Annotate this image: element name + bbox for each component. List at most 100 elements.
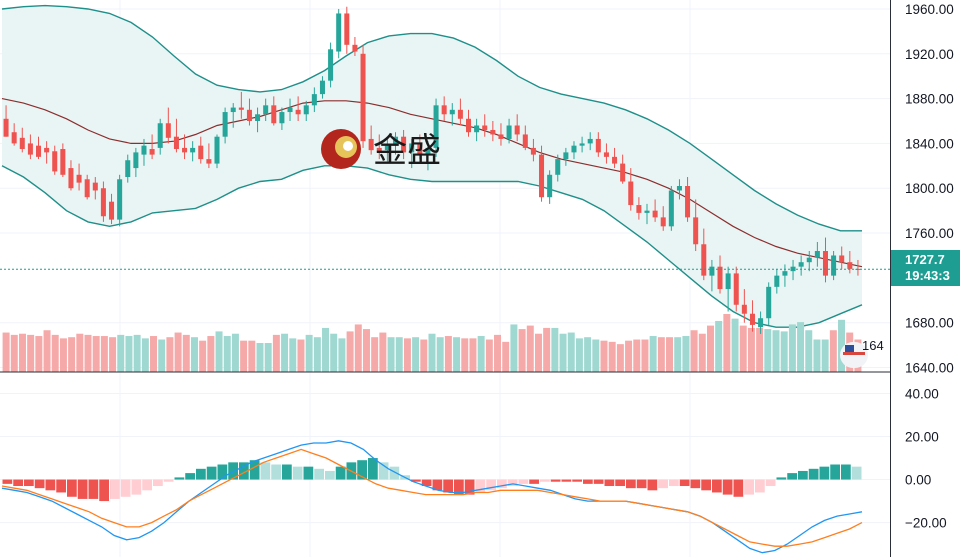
current-price-value: 1727.7 xyxy=(905,252,945,267)
volume-bar xyxy=(559,333,567,372)
macd-histogram-bar xyxy=(443,479,453,493)
volume-bar xyxy=(68,337,76,372)
macd-histogram-bar xyxy=(798,470,808,480)
macd-histogram-bar xyxy=(368,458,378,480)
candle-body xyxy=(417,143,423,155)
candle-body xyxy=(376,147,382,153)
macd-histogram-bar xyxy=(34,479,45,489)
price-axis[interactable]: 1960.00 1920.00 1880.00 1840.00 1800.00 1760.… xyxy=(905,2,954,376)
candle-body xyxy=(360,53,366,142)
candle-body xyxy=(319,80,325,95)
bollinger-middle-band xyxy=(1,98,863,268)
candle-body xyxy=(133,152,139,169)
macd-axis[interactable]: 40.00 20.00 0.00 −20.00 xyxy=(905,387,947,531)
candle-body xyxy=(125,160,131,178)
volume-bar xyxy=(469,338,477,372)
candle-body xyxy=(441,105,447,115)
volume-bar xyxy=(534,333,542,372)
volume-badge: 164 xyxy=(840,338,884,368)
macd-histogram-bar xyxy=(24,479,34,487)
candle-body xyxy=(547,174,553,198)
volume-bar xyxy=(698,333,706,372)
macd-histogram-bar xyxy=(841,464,851,480)
candle-body xyxy=(44,147,50,153)
candle-body xyxy=(287,107,293,113)
volume-bar xyxy=(215,331,223,372)
candle-body xyxy=(668,190,674,227)
candle-body xyxy=(814,250,820,258)
volume-bar xyxy=(674,337,682,372)
macd-histogram-bar xyxy=(378,462,389,480)
price-axis-label: 1880.00 xyxy=(905,92,954,107)
macd-histogram-bar xyxy=(647,479,658,491)
macd-histogram-bar xyxy=(303,466,314,480)
macd-histogram-bar xyxy=(260,462,271,480)
macd-histogram-bar xyxy=(239,462,249,480)
macd-axis-label: 0.00 xyxy=(905,473,931,488)
volume-bar xyxy=(109,337,117,372)
candle-body xyxy=(271,105,277,124)
candles xyxy=(3,6,861,334)
volume-bar xyxy=(166,337,174,372)
candle-body xyxy=(766,286,772,319)
volume-bar xyxy=(403,338,411,372)
volume-bar xyxy=(207,336,215,372)
macd-histogram-bar xyxy=(389,466,400,480)
candle-body xyxy=(822,250,829,276)
candle-body xyxy=(676,186,682,191)
volume-bar xyxy=(838,319,846,372)
candle-body xyxy=(433,105,439,148)
candle-body xyxy=(35,145,42,157)
macd-signal-line xyxy=(1,448,863,547)
volume-bar xyxy=(739,325,747,372)
macd-histogram-bar xyxy=(88,479,99,499)
candle-body xyxy=(652,210,658,218)
volume-bar xyxy=(84,334,92,372)
volume-bar xyxy=(2,332,10,372)
macd-histogram-bar xyxy=(13,479,23,487)
volume-bar xyxy=(354,324,362,372)
candle-body xyxy=(3,118,9,137)
candle-body xyxy=(571,145,577,153)
candle-body xyxy=(717,266,723,290)
candle-body xyxy=(19,137,25,150)
price-axis-label: 1800.00 xyxy=(905,181,954,196)
macd-histogram-bar xyxy=(411,479,421,482)
volume-bar xyxy=(444,336,452,372)
macd-histogram-bar xyxy=(120,479,131,497)
volume-bar xyxy=(518,329,526,372)
candle-body xyxy=(352,44,358,52)
volume-bar xyxy=(690,330,698,372)
macd-histogram-bar xyxy=(228,462,238,480)
candle-body xyxy=(198,145,204,160)
candle-body xyxy=(628,181,634,206)
candle-body xyxy=(595,138,601,153)
candle-body xyxy=(498,134,504,139)
volume-bar xyxy=(272,334,280,372)
volume-bar xyxy=(551,327,559,372)
candle-body xyxy=(603,152,609,157)
candle-body xyxy=(238,107,244,110)
volume-bar xyxy=(289,338,297,372)
volume-bar xyxy=(436,337,444,372)
candle-body xyxy=(109,201,115,220)
price-axis-label: 1640.00 xyxy=(905,361,954,376)
candle-body xyxy=(514,125,520,135)
macd-histogram-bar xyxy=(196,468,206,480)
candle-body xyxy=(344,13,350,45)
candle-body xyxy=(182,147,188,153)
volume-bar xyxy=(387,337,395,372)
candle-body xyxy=(587,138,593,144)
volume-bars xyxy=(2,314,862,372)
candle-body xyxy=(709,266,715,276)
volume-bar xyxy=(43,330,51,372)
volume-bar xyxy=(747,327,755,372)
candle-body xyxy=(782,271,788,276)
candle-body xyxy=(758,318,764,328)
price-axis-label: 1840.00 xyxy=(905,136,954,151)
candle-body xyxy=(449,109,455,115)
macd-histogram-bar xyxy=(249,460,260,480)
volume-bar xyxy=(764,329,772,372)
volume-bar xyxy=(117,334,125,372)
